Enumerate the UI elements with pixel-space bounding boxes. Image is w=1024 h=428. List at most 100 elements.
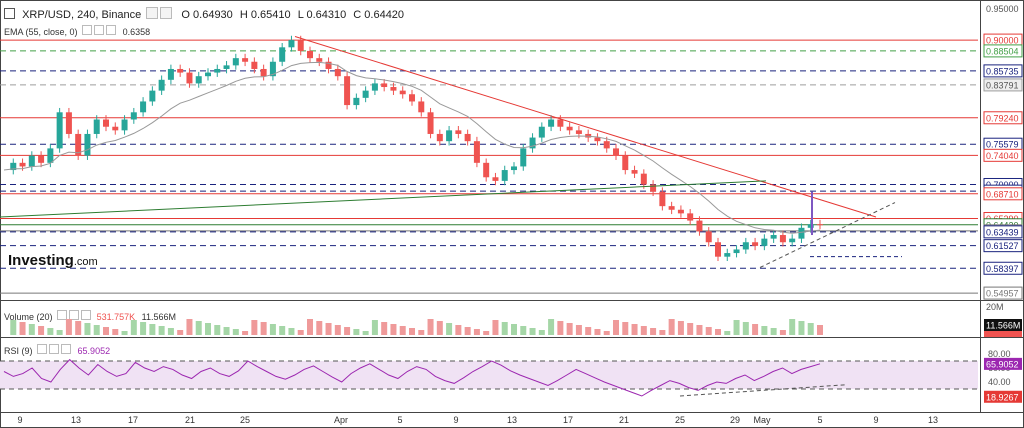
rsi-value: 65.9052 (77, 346, 111, 356)
x-tick-label: 25 (675, 415, 685, 425)
candle-body (566, 126, 573, 131)
candle-body (418, 101, 425, 113)
volume-bar (668, 319, 675, 335)
candle-body (103, 119, 109, 127)
candle-body (38, 155, 45, 163)
candle-body (464, 133, 471, 142)
volume-bar (418, 330, 425, 335)
rsi-value-label: 65.9052 (986, 359, 1019, 369)
volume-bar (779, 330, 786, 335)
volume-bar (817, 325, 823, 335)
volume-bar (687, 323, 694, 335)
candle-body (807, 224, 814, 228)
x-tick-label: 21 (185, 415, 195, 425)
candle-body (19, 162, 26, 167)
x-tick-label: May (753, 415, 771, 425)
level-tag (983, 78, 1023, 92)
settings-icon[interactable] (37, 344, 48, 354)
volume-bar (409, 328, 415, 335)
level-tag (983, 261, 1023, 275)
menu-icon[interactable] (4, 8, 15, 19)
open-value: O 0.64930 (181, 9, 233, 21)
candle-body (455, 130, 462, 134)
x-tick-label: 9 (453, 415, 458, 425)
candle-body (75, 133, 82, 156)
candle-body (65, 112, 72, 134)
candle-body (381, 83, 388, 88)
close-icon[interactable] (81, 310, 92, 320)
volume-bar (195, 321, 202, 335)
candle-body (575, 130, 582, 134)
settings-icon[interactable] (146, 7, 159, 19)
candle-body (798, 227, 805, 239)
visibility-icon[interactable] (94, 25, 105, 35)
candle-body (279, 47, 286, 62)
high-value: H 0.65410 (239, 9, 291, 21)
candle-body (733, 249, 740, 254)
volume-bar (242, 331, 249, 335)
level-label: 0.54957 (986, 289, 1019, 299)
volume-bar (381, 322, 388, 335)
volume-bar (650, 328, 657, 335)
volume-bar (715, 329, 721, 335)
volume-bar (325, 323, 332, 335)
candle-body (307, 50, 313, 59)
visibility-icon[interactable] (49, 344, 60, 354)
candle-body (362, 90, 369, 98)
candle-body (761, 238, 768, 246)
candles-group (10, 35, 823, 262)
visibility-icon[interactable] (69, 310, 80, 320)
settings-icon[interactable] (82, 25, 93, 35)
level-tag (983, 286, 1023, 300)
candle-body (149, 90, 156, 102)
candle-body (28, 155, 35, 167)
volume-bar (251, 320, 258, 335)
rsi-tick-label: 40.00 (988, 377, 1011, 387)
candle-body (511, 166, 517, 171)
volume-bar (594, 329, 601, 335)
close-icon[interactable] (106, 25, 117, 35)
candle-body (47, 148, 54, 163)
x-tick-label: 13 (507, 415, 517, 425)
volume-bar (158, 326, 165, 335)
volume-bar (659, 330, 666, 335)
volume-bar (770, 328, 777, 335)
volume-bar (112, 329, 119, 335)
volume-bar (483, 331, 490, 335)
volume-bar (297, 330, 304, 335)
candle-body (715, 242, 721, 257)
level-label: 0.61527 (986, 241, 1019, 251)
candle-body (177, 68, 184, 73)
volume-bar (140, 322, 147, 335)
level-label: 0.79240 (986, 113, 1019, 123)
level-label: 0.83791 (986, 80, 1019, 90)
volume-bar (677, 321, 684, 335)
candle-body (186, 72, 193, 84)
rsi-min-label: 18.9267 (986, 392, 1019, 402)
x-tick-label: 5 (817, 415, 822, 425)
level-tag (983, 225, 1023, 239)
investing-logo: Investing.com (8, 252, 98, 269)
level-tag (983, 44, 1023, 58)
volume-bar (288, 328, 295, 335)
volume-bar (742, 322, 749, 335)
settings-icon[interactable] (57, 310, 68, 320)
x-tick-label: 17 (128, 415, 138, 425)
level-tag (983, 239, 1023, 253)
candle-body (390, 87, 397, 91)
volume-bar (334, 325, 341, 335)
volume-bar (214, 325, 221, 335)
volume-bar (38, 326, 45, 335)
volume-bar (84, 323, 91, 335)
visibility-icon[interactable] (160, 7, 173, 19)
candle-body (446, 130, 453, 142)
volume-bar (752, 324, 759, 335)
candle-body (121, 119, 128, 131)
candle-body (650, 184, 657, 192)
close-icon[interactable] (61, 344, 72, 354)
volume-ma-tag (984, 331, 1022, 337)
candle-body (529, 137, 536, 149)
volume-bar (103, 327, 109, 335)
volume-bar (205, 323, 211, 335)
